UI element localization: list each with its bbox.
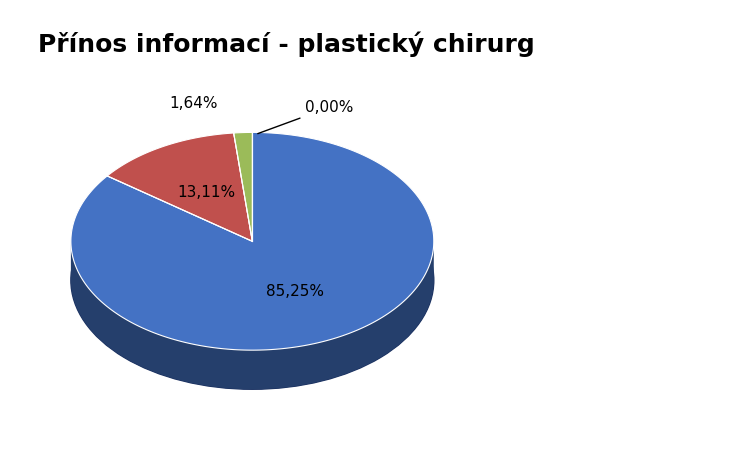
Text: 85,25%: 85,25%: [266, 285, 324, 299]
Text: 13,11%: 13,11%: [177, 184, 235, 199]
Polygon shape: [71, 241, 434, 389]
Text: 0,00%: 0,00%: [258, 100, 354, 133]
Text: Přínos informací - plastický chirurg: Přínos informací - plastický chirurg: [38, 32, 535, 57]
Polygon shape: [71, 133, 434, 350]
Ellipse shape: [71, 171, 434, 389]
Polygon shape: [107, 133, 252, 241]
Text: 1,64%: 1,64%: [169, 96, 218, 111]
Polygon shape: [233, 133, 252, 241]
